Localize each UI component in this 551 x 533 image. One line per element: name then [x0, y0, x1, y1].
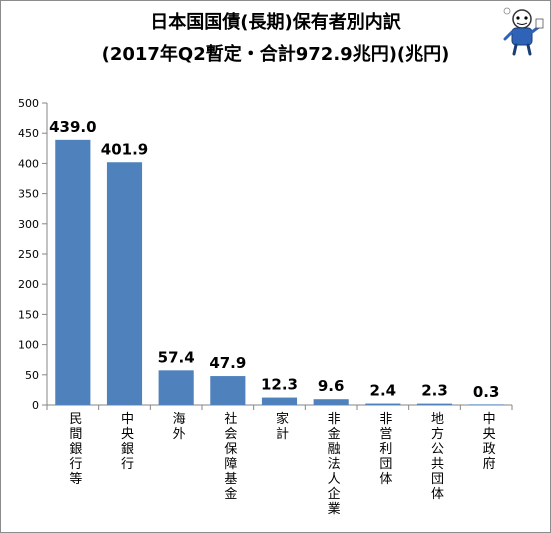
x-tick-label: 家計: [276, 411, 289, 442]
x-tick-label: 社会保障基金: [224, 411, 237, 502]
x-tick-label: 中央銀行: [121, 412, 134, 472]
data-label: 401.9: [101, 140, 148, 158]
bar-0: [55, 139, 91, 405]
y-tick-label: 350: [18, 188, 39, 201]
chart-title: 日本国国債(長期)保有者別内訳: [150, 12, 401, 33]
data-label: 439.0: [49, 118, 96, 136]
x-tick-label: 地方公共団体: [431, 412, 444, 502]
bar-8: [468, 404, 504, 405]
bar-6: [365, 403, 401, 405]
bar-7: [416, 403, 453, 405]
data-label: 57.4: [158, 348, 195, 366]
mascot-icon: [503, 7, 544, 56]
data-label: 0.3: [473, 383, 500, 401]
bar-1: [106, 162, 143, 405]
x-tick-label: 海外: [173, 412, 186, 442]
data-label: 9.6: [318, 377, 345, 395]
bar-3: [210, 376, 246, 405]
bar-2: [158, 370, 194, 405]
y-tick-label: 100: [18, 339, 39, 352]
chart-subtitle: (2017年Q2暫定・合計972.9兆円)(兆円): [101, 44, 450, 65]
x-tick-label: 中央政府: [483, 412, 496, 472]
y-tick-label: 400: [18, 157, 39, 170]
y-tick-label: 50: [25, 369, 39, 382]
y-tick-label: 300: [18, 218, 39, 231]
data-label: 2.4: [370, 382, 397, 400]
y-tick-label: 500: [18, 97, 39, 110]
x-tick-label: 非営利団体: [379, 412, 392, 487]
y-tick-label: 450: [18, 127, 39, 140]
data-label: 2.3: [421, 382, 448, 400]
x-tick-label: 非金融法人企業: [328, 412, 341, 517]
x-tick-label: 民間銀行等: [69, 412, 82, 487]
y-tick-label: 250: [18, 248, 39, 261]
y-tick-label: 0: [32, 399, 39, 412]
data-label: 47.9: [209, 354, 246, 372]
bar-4: [261, 397, 298, 405]
y-tick-label: 150: [18, 308, 39, 321]
bar-5: [313, 399, 349, 405]
data-label: 12.3: [261, 376, 298, 394]
y-tick-label: 200: [18, 278, 39, 291]
